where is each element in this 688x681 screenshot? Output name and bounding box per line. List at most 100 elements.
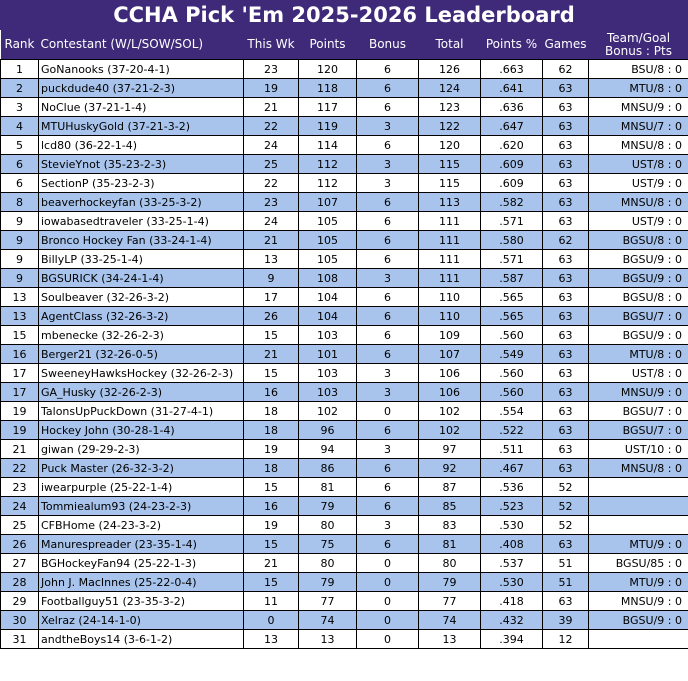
cell-points: 103: [298, 382, 357, 402]
cell-points: 77: [298, 591, 357, 611]
leaderboard-table: Rank Contestant (W/L/SOW/SOL) This Wk Po…: [0, 30, 688, 649]
cell-points-pct: .511: [480, 439, 543, 459]
cell-bonus: 0: [356, 591, 419, 611]
cell-games: 63: [542, 401, 589, 421]
cell-contestant: beaverhockeyfan (33-25-3-2): [38, 192, 244, 212]
cell-points-pct: .549: [480, 344, 543, 364]
table-row: 9 iowabasedtraveler (33-25-1-4) 24 105 6 111.…: [0, 211, 688, 231]
cell-this-wk: 25: [243, 154, 299, 174]
cell-games: 51: [542, 553, 589, 573]
cell-contestant: giwan (29-29-2-3): [38, 439, 244, 459]
cell-points: 105: [298, 211, 357, 231]
cell-rank: 16: [0, 344, 39, 364]
cell-contestant: lcd80 (36-22-1-4): [38, 135, 244, 155]
cell-total: 77: [418, 591, 481, 611]
cell-bonus: 0: [356, 401, 419, 421]
cell-this-wk: 19: [243, 78, 299, 98]
cell-points-pct: .565: [480, 287, 543, 307]
cell-team-goal-bonus: BGSU/8 : 0: [588, 287, 688, 307]
cell-bonus: 3: [356, 363, 419, 383]
cell-team-goal-bonus: [588, 477, 688, 497]
cell-team-goal-bonus: MNSU/8 : 0: [588, 135, 688, 155]
cell-rank: 19: [0, 420, 39, 440]
col-header-team-goal-line2: Bonus : Pts: [605, 43, 672, 58]
cell-points-pct: .587: [480, 268, 543, 288]
cell-rank: 24: [0, 496, 39, 516]
cell-points: 74: [298, 610, 357, 630]
cell-points-pct: .663: [480, 59, 543, 79]
cell-team-goal-bonus: BGSU/9 : 0: [588, 268, 688, 288]
cell-points: 101: [298, 344, 357, 364]
col-header-total: Total: [418, 30, 481, 60]
cell-games: 63: [542, 382, 589, 402]
table-row: 27 BGHockeyFan94 (25-22-1-3) 21 80 0 80.537 51…: [0, 553, 688, 573]
cell-contestant: NoClue (37-21-1-4): [38, 97, 244, 117]
cell-total: 109: [418, 325, 481, 345]
cell-team-goal-bonus: UST/9 : 0: [588, 211, 688, 231]
cell-team-goal-bonus: UST/9 : 0: [588, 173, 688, 193]
table-row: 6 StevieYnot (35-23-2-3) 25 112 3 115.609 63 US…: [0, 154, 688, 174]
cell-total: 123: [418, 97, 481, 117]
cell-contestant: BGHockeyFan94 (25-22-1-3): [38, 553, 244, 573]
table-row: 9 BGSURICK (34-24-1-4) 9 108 3 111.587 63 BGSU/…: [0, 268, 688, 288]
cell-team-goal-bonus: BGSU/9 : 0: [588, 325, 688, 345]
cell-bonus: 6: [356, 477, 419, 497]
cell-total: 111: [418, 211, 481, 231]
cell-bonus: 3: [356, 515, 419, 535]
cell-games: 63: [542, 363, 589, 383]
cell-games: 63: [542, 154, 589, 174]
cell-bonus: 0: [356, 572, 419, 592]
cell-this-wk: 21: [243, 344, 299, 364]
cell-team-goal-bonus: MNSU/9 : 0: [588, 382, 688, 402]
cell-games: 63: [542, 268, 589, 288]
cell-points-pct: .467: [480, 458, 543, 478]
cell-total: 85: [418, 496, 481, 516]
cell-this-wk: 0: [243, 610, 299, 630]
cell-points: 79: [298, 572, 357, 592]
cell-points-pct: .530: [480, 515, 543, 535]
cell-total: 107: [418, 344, 481, 364]
cell-bonus: 0: [356, 553, 419, 573]
cell-contestant: StevieYnot (35-23-2-3): [38, 154, 244, 174]
cell-points: 94: [298, 439, 357, 459]
cell-this-wk: 9: [243, 268, 299, 288]
cell-bonus: 6: [356, 306, 419, 326]
cell-points: 81: [298, 477, 357, 497]
cell-points: 13: [298, 629, 357, 649]
cell-total: 97: [418, 439, 481, 459]
cell-points: 104: [298, 287, 357, 307]
table-row: 2 puckdude40 (37-21-2-3) 19 118 6 124.641 63 MT…: [0, 78, 688, 98]
cell-points-pct: .522: [480, 420, 543, 440]
cell-contestant: Soulbeaver (32-26-3-2): [38, 287, 244, 307]
table-row: 9 Bronco Hockey Fan (33-24-1-4) 21 105 6 111.…: [0, 230, 688, 250]
cell-total: 124: [418, 78, 481, 98]
cell-rank: 3: [0, 97, 39, 117]
cell-games: 63: [542, 534, 589, 554]
cell-points: 103: [298, 325, 357, 345]
cell-team-goal-bonus: BGSU/7 : 0: [588, 420, 688, 440]
cell-rank: 13: [0, 287, 39, 307]
cell-points-pct: .609: [480, 173, 543, 193]
cell-team-goal-bonus: BGSU/7 : 0: [588, 401, 688, 421]
cell-points: 114: [298, 135, 357, 155]
cell-contestant: Xelraz (24-14-1-0): [38, 610, 244, 630]
col-header-contestant: Contestant (W/L/SOW/SOL): [38, 30, 244, 60]
cell-points-pct: .571: [480, 211, 543, 231]
cell-this-wk: 17: [243, 287, 299, 307]
cell-rank: 9: [0, 268, 39, 288]
cell-points-pct: .432: [480, 610, 543, 630]
cell-contestant: andtheBoys14 (3-6-1-2): [38, 629, 244, 649]
cell-games: 52: [542, 477, 589, 497]
cell-rank: 9: [0, 211, 39, 231]
cell-team-goal-bonus: MTU/8 : 0: [588, 344, 688, 364]
cell-total: 122: [418, 116, 481, 136]
col-header-team-goal: Team/Goal Bonus : Pts: [588, 30, 688, 60]
cell-bonus: 6: [356, 249, 419, 269]
cell-games: 63: [542, 116, 589, 136]
cell-points: 117: [298, 97, 357, 117]
cell-points-pct: .394: [480, 629, 543, 649]
cell-rank: 2: [0, 78, 39, 98]
cell-total: 110: [418, 287, 481, 307]
cell-games: 63: [542, 420, 589, 440]
cell-this-wk: 23: [243, 192, 299, 212]
